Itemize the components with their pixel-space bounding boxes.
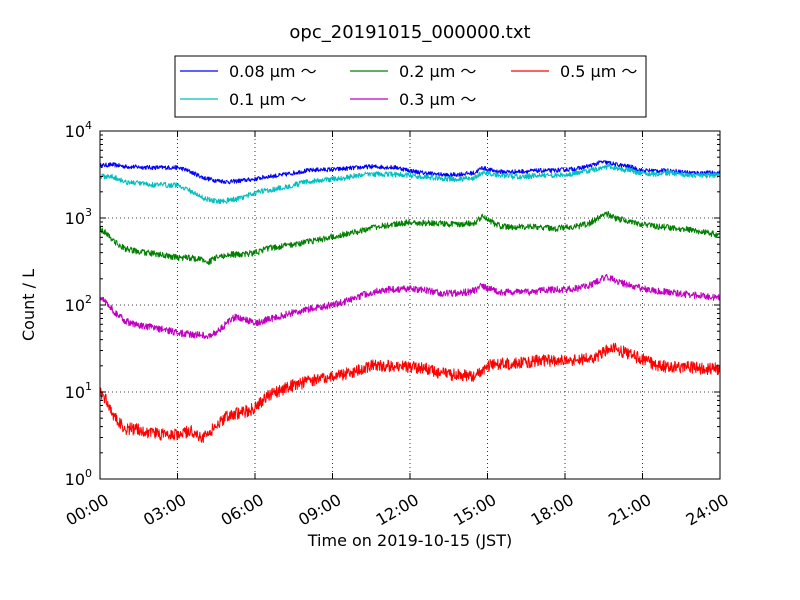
- legend-label: 0.5 μm ～: [560, 62, 637, 81]
- legend-label: 0.2 μm ～: [399, 62, 476, 81]
- legend-label: 0.1 μm ～: [229, 90, 306, 109]
- legend-entries: 0.08 μm ～ 0.1 μm ～ 0.2 μm ～ 0.3 μm ～ 0.5 μm …: [180, 62, 637, 109]
- x-tick-label: 15:00: [450, 490, 499, 530]
- x-tick-label: 06:00: [218, 490, 267, 530]
- series-lines: [99, 160, 721, 444]
- series-line: [99, 342, 721, 444]
- plot-area: [99, 130, 721, 480]
- y-tick-label: 104: [65, 119, 92, 141]
- series-line: [99, 160, 721, 185]
- series-line: [99, 211, 721, 265]
- y-axis-label: Count / L: [19, 269, 38, 341]
- series-line: [99, 163, 721, 205]
- x-tick-label: 03:00: [140, 490, 189, 530]
- x-axis-label: Time on 2019-10-15 (JST): [307, 531, 512, 550]
- legend-label: 0.3 μm ～: [399, 90, 476, 109]
- y-tick-labels: 100 101 102 103 104: [65, 119, 92, 489]
- x-tick-label: 18:00: [528, 490, 577, 530]
- x-tick-label: 12:00: [373, 490, 422, 530]
- y-tick-label: 101: [65, 380, 92, 402]
- chart-title: opc_20191015_000000.txt: [289, 22, 530, 43]
- ticks: [99, 130, 721, 480]
- series-line: [99, 273, 721, 340]
- y-tick-label: 103: [65, 206, 92, 228]
- y-tick-label: 100: [65, 467, 92, 489]
- legend-box: [174, 55, 647, 118]
- y-tick-label: 102: [65, 293, 92, 315]
- x-tick-label: 21:00: [605, 490, 654, 530]
- legend: 0.08 μm ～ 0.1 μm ～ 0.2 μm ～ 0.3 μm ～ 0.5 μm …: [174, 55, 647, 118]
- x-tick-labels: 00:00 03:00 06:00 09:00 12:00 15:00 18:00 21:00…: [63, 490, 732, 530]
- x-tick-label: 09:00: [295, 490, 344, 530]
- x-tick-label: 24:00: [683, 490, 732, 530]
- x-tick-label: 00:00: [63, 490, 112, 530]
- legend-label: 0.08 μm ～: [229, 62, 317, 81]
